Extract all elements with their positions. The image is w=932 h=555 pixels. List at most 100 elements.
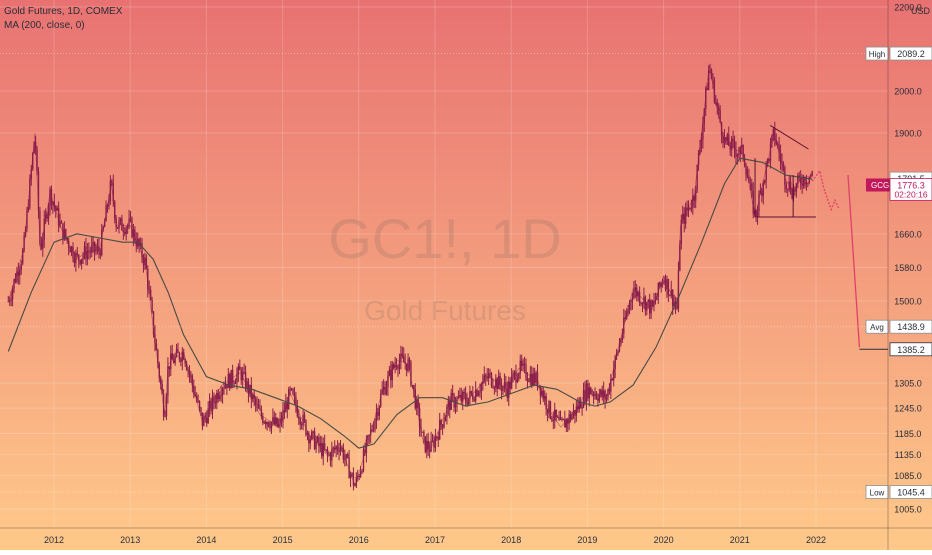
price-candle-body xyxy=(811,171,813,176)
price-candle-body xyxy=(240,370,242,381)
price-candle-body xyxy=(436,436,438,438)
price-candle-body xyxy=(673,302,675,307)
price-candle-body xyxy=(170,353,172,370)
price-candle-body xyxy=(252,394,254,400)
price-candle-body xyxy=(741,145,743,148)
price-candle-body xyxy=(286,402,288,410)
price-candle-body xyxy=(434,437,437,448)
price-candle-body xyxy=(270,422,273,429)
price-candle-body xyxy=(53,201,55,207)
x-tick-label: 2020 xyxy=(654,535,674,545)
price-candle-body xyxy=(375,411,378,420)
price-candle-body xyxy=(395,365,398,367)
price-candle-body xyxy=(92,242,94,246)
y-tick-label: 1900.0 xyxy=(894,129,922,139)
price-candle-body xyxy=(62,223,64,240)
contract-symbol[interactable]: GCG2022 xyxy=(871,181,908,190)
price-candle-body xyxy=(646,302,648,311)
price-candle-body xyxy=(67,240,70,249)
price-candle-body xyxy=(659,282,661,287)
watermark-name: Gold Futures xyxy=(364,295,526,326)
low-box xyxy=(889,485,932,499)
price-candle-body xyxy=(601,389,603,397)
price-candle-body xyxy=(96,246,99,250)
price-candle-body xyxy=(46,214,48,219)
price-candle-body xyxy=(598,394,601,401)
target-value: 1385.2 xyxy=(897,345,925,355)
price-candle-body xyxy=(496,378,498,390)
price-candle-body xyxy=(148,288,150,290)
price-candle-body xyxy=(771,135,773,144)
price-candle-body xyxy=(497,375,500,390)
price-candle-body xyxy=(551,417,553,421)
price-candle-body xyxy=(532,373,534,386)
price-candle-body xyxy=(250,384,253,400)
price-candle-body xyxy=(331,448,333,461)
indicator-title[interactable]: MA (200, close, 0) xyxy=(4,20,85,31)
price-candle-body xyxy=(405,363,408,371)
price-scale[interactable] xyxy=(888,0,932,550)
price-candle-body xyxy=(296,406,299,417)
price-candle-body xyxy=(707,70,710,90)
price-candle-body xyxy=(726,134,729,142)
price-candle-body xyxy=(730,138,733,150)
price-candle-body xyxy=(738,153,740,155)
price-candle-body xyxy=(656,296,658,301)
price-candle-body xyxy=(400,353,402,362)
price-candle-body xyxy=(306,433,309,435)
price-candle-body xyxy=(103,221,106,228)
price-candle-body xyxy=(394,365,396,368)
y-tick-label: 1005.0 xyxy=(894,505,922,515)
projection-wave[interactable] xyxy=(811,169,840,212)
price-candle-body xyxy=(605,397,608,400)
price-candle-body xyxy=(500,384,503,391)
x-tick-label: 2017 xyxy=(425,535,445,545)
price-candle-body xyxy=(201,412,204,427)
price-candle-body xyxy=(451,393,454,396)
watermark-ticker: GC1!, 1D xyxy=(328,207,561,270)
price-candle-body xyxy=(462,391,464,402)
price-candle-body xyxy=(587,383,589,399)
price-candle-body xyxy=(782,163,785,168)
price-candle-body xyxy=(32,153,34,169)
price-candle-body xyxy=(300,424,303,426)
price-candle-body xyxy=(328,454,330,456)
price-candle-body xyxy=(525,364,527,379)
price-candle-body xyxy=(751,183,753,191)
price-candle-body xyxy=(742,145,744,158)
price-candle-body xyxy=(52,201,54,205)
price-candle-body xyxy=(736,154,739,157)
symbol-title[interactable]: Gold Futures, 1D, COMEX xyxy=(4,6,123,17)
x-tick-label: 2014 xyxy=(196,535,216,545)
contract-price[interactable]: 1776.3 xyxy=(897,180,925,190)
y-tick-label: 1245.0 xyxy=(894,404,922,414)
low-tag-label: Low xyxy=(870,488,885,497)
price-candle-body xyxy=(703,108,706,124)
price-candle-body xyxy=(631,298,634,301)
price-candle-body xyxy=(239,366,241,371)
price-candle-body xyxy=(506,388,509,398)
price-candle-body xyxy=(243,371,245,373)
price-candle-body xyxy=(221,388,224,395)
price-candle-body xyxy=(259,408,261,410)
price-candle-body xyxy=(595,394,598,399)
price-candle-body xyxy=(588,387,590,399)
price-candle-body xyxy=(483,375,485,382)
pattern-upper-trendline[interactable] xyxy=(770,125,809,150)
price-candle-body xyxy=(198,401,201,408)
price-candle-body xyxy=(470,391,473,394)
price-candle-body xyxy=(693,195,695,201)
price-candle-body xyxy=(309,439,311,444)
price-candle-body xyxy=(9,300,11,302)
price-candle-body xyxy=(151,299,153,312)
price-candle-body xyxy=(516,379,519,383)
price-candle-body xyxy=(223,388,225,390)
projection-drop-line[interactable] xyxy=(847,174,861,348)
price-candle-body xyxy=(526,378,529,381)
ma200-line[interactable] xyxy=(7,157,813,449)
price-candle-body xyxy=(69,248,71,253)
price-candle-body xyxy=(523,363,526,365)
price-candle-body xyxy=(670,289,672,296)
price-candle-body xyxy=(748,177,750,183)
